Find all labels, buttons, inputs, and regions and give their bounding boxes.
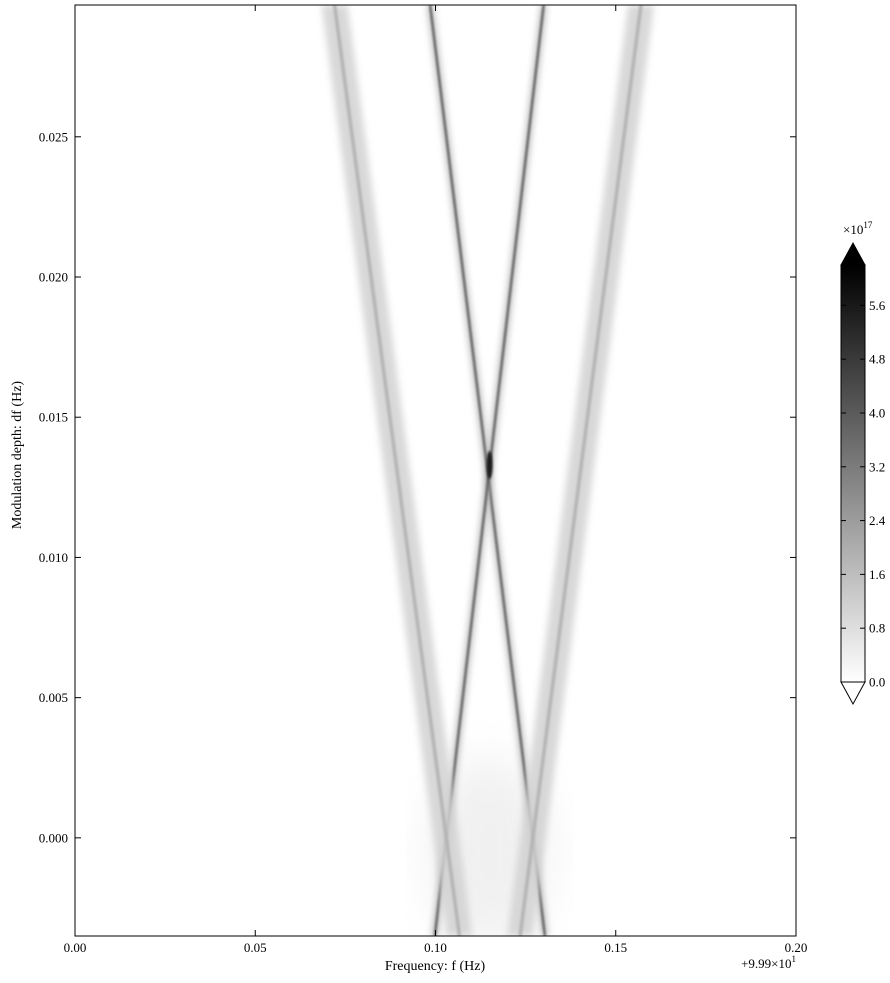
colorbar-ticks: 0.0 0.8 1.6 2.4 3.2 4.0 4.8 5.6 bbox=[841, 298, 886, 690]
y-axis: 0.000 0.005 0.010 0.015 0.020 0.025 bbox=[39, 129, 796, 845]
x-offset-label: +9.99×101 bbox=[741, 954, 796, 971]
heatmap-crossing bbox=[486, 450, 493, 479]
x-tick-label: 0.05 bbox=[244, 940, 267, 955]
x-tick-label: 0.20 bbox=[785, 940, 808, 955]
x-offset-exponent: 1 bbox=[792, 954, 797, 964]
colorbar-extend-min bbox=[840, 681, 866, 706]
y-tick-label: 0.015 bbox=[39, 410, 68, 425]
y-axis-label: Modulation depth: df (Hz) bbox=[10, 381, 25, 529]
y-tick-label: 0.005 bbox=[39, 690, 68, 705]
x-tick-label: 0.15 bbox=[604, 940, 627, 955]
colorbar-tick-label: 4.8 bbox=[869, 352, 885, 367]
colorbar-tick-label: 2.4 bbox=[869, 513, 886, 528]
colorbar-multiplier-text: ×10 bbox=[843, 222, 863, 237]
colorbar-tick-label: 4.0 bbox=[869, 405, 885, 420]
y-tick-label: 0.020 bbox=[39, 270, 68, 285]
y-tick-label: 0.010 bbox=[39, 550, 68, 565]
colorbar-multiplier-exponent: 17 bbox=[863, 220, 873, 230]
colorbar: ×1017 0.0 0.8 1.6 2.4 3.2 4.0 4.8 5.6 bbox=[840, 220, 886, 706]
colorbar-tick-label: 0.0 bbox=[869, 675, 885, 690]
heatmap-band-core-2 bbox=[332, 5, 462, 936]
colorbar-tick-label: 1.6 bbox=[869, 567, 886, 582]
y-tick-label: 0.025 bbox=[39, 129, 68, 144]
colorbar-extend-max bbox=[840, 241, 866, 266]
colorbar-tick-label: 3.2 bbox=[869, 459, 885, 474]
x-axis-label: Frequency: f (Hz) bbox=[385, 959, 486, 974]
colorbar-tick-label: 5.6 bbox=[869, 298, 886, 313]
x-axis: 0.00 0.05 0.10 0.15 0.20 bbox=[64, 5, 808, 955]
heatmap-band-core-3 bbox=[518, 5, 643, 936]
colorbar-gradient bbox=[840, 264, 866, 683]
y-tick-label: 0.000 bbox=[39, 830, 68, 845]
heatmap-layer bbox=[321, 5, 654, 936]
x-tick-label: 0.00 bbox=[64, 940, 87, 955]
colorbar-tick-label: 0.8 bbox=[869, 621, 885, 636]
x-tick-label: 0.10 bbox=[424, 940, 447, 955]
colorbar-multiplier: ×1017 bbox=[843, 220, 873, 237]
x-offset-text: +9.99×10 bbox=[741, 956, 791, 971]
